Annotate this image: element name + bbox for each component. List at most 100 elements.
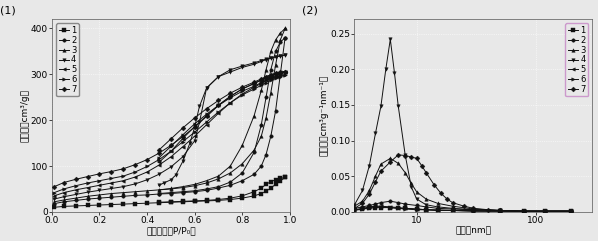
6 (203, 120, 210, 123)
5 (470, 210, 477, 213)
7 (437, 192, 444, 195)
6 (568, 210, 575, 213)
3 (470, 208, 477, 210)
5 (402, 207, 409, 210)
5 (51, 194, 58, 197)
6 (434, 209, 441, 212)
2 (72, 199, 80, 202)
7 (144, 158, 151, 161)
7 (431, 183, 438, 186)
7 (120, 167, 127, 170)
4 (179, 155, 187, 158)
6 (413, 208, 420, 211)
7 (444, 198, 451, 201)
6 (215, 110, 222, 113)
1 (120, 203, 127, 206)
Legend: 1, 2, 3, 4, 5, 6, 7: 1, 2, 3, 4, 5, 6, 7 (56, 23, 79, 96)
4 (395, 105, 402, 108)
7 (227, 95, 234, 98)
6 (155, 158, 163, 161)
2 (351, 207, 358, 210)
1 (387, 206, 394, 209)
4 (377, 105, 385, 108)
5 (144, 171, 151, 174)
3 (277, 39, 284, 41)
6 (496, 210, 504, 213)
2 (366, 204, 373, 207)
1 (267, 187, 274, 189)
6 (366, 206, 373, 209)
7 (108, 170, 115, 173)
2 (277, 73, 284, 76)
2 (258, 165, 265, 167)
1 (227, 198, 234, 201)
1 (272, 183, 279, 186)
3 (144, 189, 151, 192)
2 (144, 194, 151, 196)
2 (521, 210, 528, 213)
4 (408, 186, 415, 188)
3 (413, 190, 420, 193)
3 (251, 148, 258, 151)
7 (485, 208, 492, 211)
5 (179, 145, 187, 148)
2 (96, 197, 103, 200)
1 (395, 207, 402, 210)
7 (377, 170, 385, 173)
1 (132, 202, 139, 205)
6 (272, 77, 279, 80)
2 (263, 153, 270, 156)
6 (449, 209, 456, 212)
6 (144, 165, 151, 168)
1 (366, 207, 373, 210)
6 (351, 209, 358, 212)
5 (267, 77, 274, 80)
1 (51, 206, 58, 209)
4 (84, 191, 91, 194)
7 (267, 75, 274, 78)
1 (263, 190, 270, 193)
Y-axis label: 吸附量（cm³/g）: 吸附量（cm³/g） (20, 89, 29, 142)
3 (267, 91, 274, 94)
5 (568, 210, 575, 213)
6 (72, 184, 80, 187)
7 (521, 210, 528, 213)
1 (108, 203, 115, 206)
2 (239, 179, 246, 182)
1 (96, 204, 103, 207)
4 (359, 189, 366, 192)
4 (382, 68, 389, 71)
7 (542, 210, 549, 213)
2 (470, 208, 477, 211)
4 (267, 57, 274, 60)
4 (496, 209, 504, 212)
5 (263, 79, 270, 82)
4 (387, 38, 394, 41)
1 (282, 176, 289, 179)
6 (84, 181, 91, 184)
5 (282, 70, 289, 73)
2 (395, 201, 402, 204)
5 (449, 209, 456, 212)
3 (227, 171, 234, 174)
5 (167, 155, 175, 158)
7 (351, 207, 358, 210)
7 (282, 70, 289, 73)
6 (521, 210, 528, 213)
3 (449, 205, 456, 208)
X-axis label: 相对压力（P/P₀）: 相对压力（P/P₀） (146, 227, 196, 235)
1 (277, 179, 284, 182)
Y-axis label: 孔体积（cm³g⁻¹nm⁻¹）: 孔体积（cm³g⁻¹nm⁻¹） (320, 75, 329, 156)
2 (51, 202, 58, 205)
7 (402, 154, 409, 157)
7 (132, 163, 139, 166)
5 (191, 135, 199, 138)
5 (496, 210, 504, 213)
2 (434, 207, 441, 210)
1 (239, 197, 246, 200)
3 (395, 162, 402, 165)
3 (377, 163, 385, 166)
7 (418, 164, 425, 167)
5 (542, 210, 549, 213)
3 (155, 188, 163, 191)
